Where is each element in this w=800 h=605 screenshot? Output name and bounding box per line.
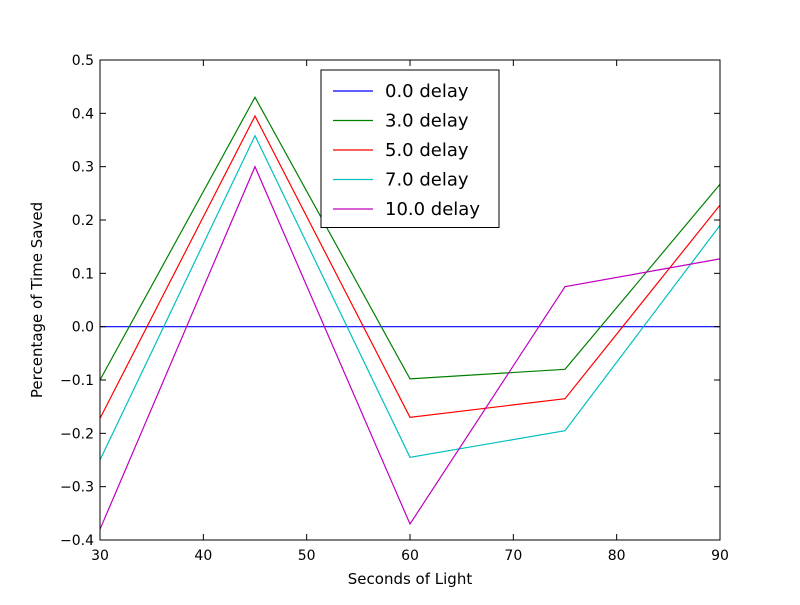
y-tick-label: 0.1 — [72, 266, 94, 282]
x-tick-label: 50 — [298, 548, 316, 564]
x-tick-label: 70 — [504, 548, 522, 564]
y-tick-label: −0.4 — [60, 533, 94, 549]
y-axis-title: Percentage of Time Saved — [28, 202, 46, 398]
x-tick-label: 30 — [91, 548, 109, 564]
x-tick-label: 60 — [401, 548, 419, 564]
x-axis-title: Seconds of Light — [348, 570, 473, 588]
legend-box — [320, 69, 500, 228]
legend-label-4: 10.0 delay — [385, 199, 480, 220]
x-tick-label: 40 — [194, 548, 212, 564]
y-tick-label: −0.2 — [60, 426, 94, 442]
series-line-2 — [99, 114, 721, 419]
legend-label-2: 5.0 delay — [385, 140, 469, 161]
y-tick-label: 0.2 — [72, 213, 94, 229]
series-line-1 — [99, 96, 721, 381]
x-tick-label: 80 — [608, 548, 626, 564]
x-tick-label: 90 — [711, 548, 729, 564]
ticks-layer: 30 40 50 60 70 80 90 −0.4 −0.3 −0.2 −0.1 0.0 0.1 0.2 0… — [60, 53, 729, 564]
y-tick-label: 0.4 — [72, 106, 94, 122]
y-tick-label: 0.5 — [72, 53, 94, 69]
legend-label-0: 0.0 delay — [385, 81, 469, 102]
legend: 0.0 delay 3.0 delay 5.0 delay 7.0 delay 10.0… — [320, 69, 500, 228]
series-line-4 — [99, 165, 721, 530]
series-layer — [99, 96, 721, 530]
series-line-3 — [99, 134, 721, 461]
y-tick-label: 0.0 — [72, 320, 94, 336]
y-tick-label: −0.3 — [60, 480, 94, 496]
y-tick-label: 0.3 — [72, 160, 94, 176]
y-tick-label: −0.1 — [60, 373, 94, 389]
legend-label-3: 7.0 delay — [385, 170, 469, 191]
legend-label-1: 3.0 delay — [385, 111, 469, 132]
